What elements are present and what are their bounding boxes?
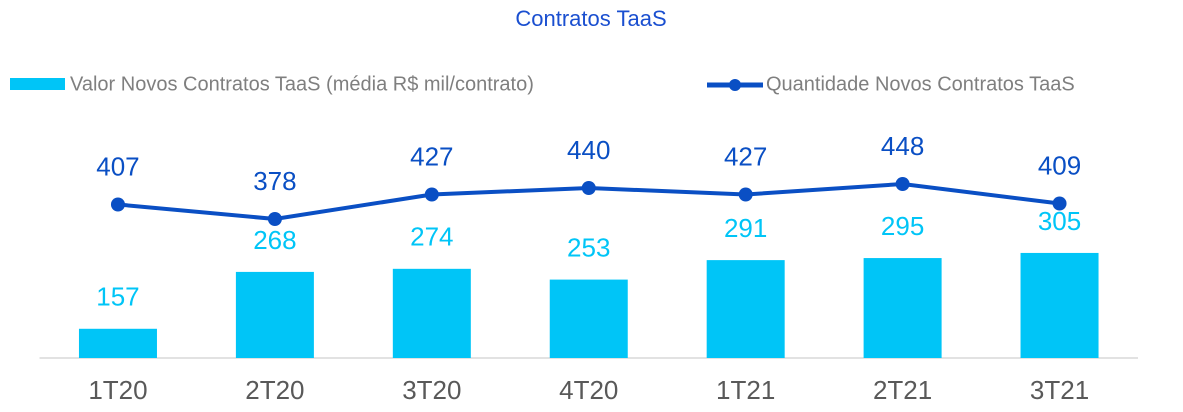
bar-value-label: 295 bbox=[881, 211, 924, 241]
bar-value-label: 253 bbox=[567, 232, 610, 262]
x-tick-label: 1T21 bbox=[716, 375, 775, 405]
bar bbox=[706, 260, 785, 358]
bar bbox=[1020, 252, 1099, 358]
line-value-label: 378 bbox=[253, 166, 296, 196]
bar-value-label: 268 bbox=[253, 225, 296, 255]
x-tick-label: 3T20 bbox=[402, 375, 461, 405]
bar-value-label: 274 bbox=[410, 222, 453, 252]
bar-value-label: 305 bbox=[1038, 206, 1081, 236]
x-tick-label: 2T21 bbox=[873, 375, 932, 405]
line-value-label: 407 bbox=[96, 151, 139, 181]
bar bbox=[235, 271, 314, 358]
line-marker bbox=[1052, 196, 1067, 211]
bar-value-label: 157 bbox=[96, 282, 139, 312]
line-marker bbox=[424, 187, 439, 202]
bar bbox=[392, 268, 471, 358]
bar bbox=[549, 279, 628, 358]
line-marker bbox=[738, 187, 753, 202]
legend-swatch bbox=[10, 78, 65, 90]
legend-label: Quantidade Novos Contratos TaaS bbox=[766, 73, 1075, 95]
x-tick-label: 1T20 bbox=[88, 375, 147, 405]
line-marker bbox=[581, 181, 596, 195]
bar bbox=[78, 328, 157, 358]
line-value-label: 409 bbox=[1038, 150, 1081, 180]
line-marker bbox=[110, 197, 125, 212]
x-tick-label: 4T20 bbox=[559, 375, 618, 405]
line-value-label: 427 bbox=[724, 141, 767, 171]
bar bbox=[863, 258, 942, 358]
line-marker bbox=[267, 212, 282, 226]
chart-title: Contratos TaaS bbox=[515, 6, 666, 31]
line-value-label: 440 bbox=[567, 135, 610, 165]
bar-value-label: 291 bbox=[724, 213, 767, 243]
line-marker bbox=[895, 177, 910, 191]
legend-label: Valor Novos Contratos TaaS (média R$ mil… bbox=[70, 73, 534, 95]
line-value-label: 427 bbox=[410, 141, 453, 171]
legend-marker bbox=[729, 79, 741, 91]
line-value-label: 448 bbox=[881, 131, 924, 161]
x-tick-label: 2T20 bbox=[245, 375, 304, 405]
x-tick-label: 3T21 bbox=[1030, 375, 1089, 405]
